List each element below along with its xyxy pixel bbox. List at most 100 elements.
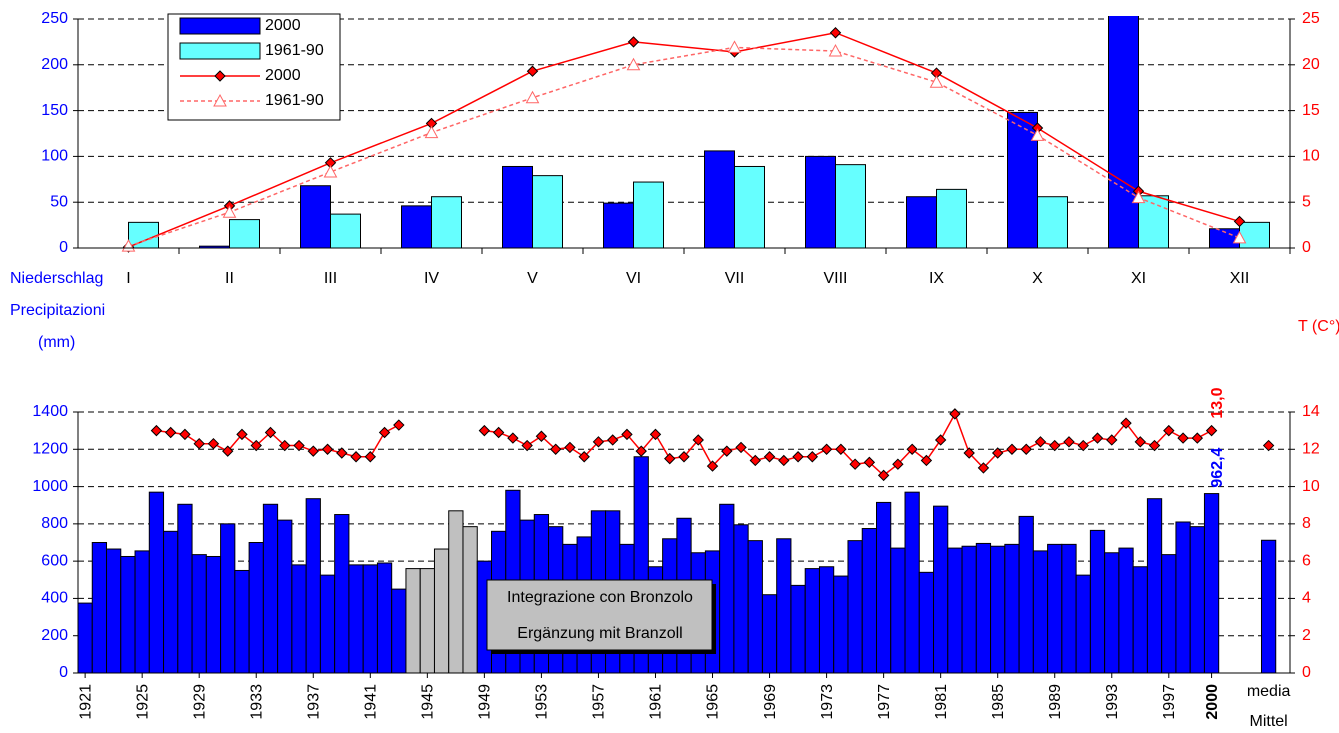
- bar: [220, 523, 236, 674]
- line-marker: [635, 445, 647, 457]
- y2-tick-label: 2: [1302, 627, 1311, 644]
- bar: [334, 514, 350, 674]
- value-label: 962,4: [1209, 447, 1226, 487]
- mean-bar: [1260, 539, 1277, 674]
- line-marker: [678, 451, 690, 463]
- x-tick-label: VII: [725, 270, 745, 287]
- bar: [833, 575, 849, 674]
- line-marker: [279, 439, 291, 452]
- bar: [1189, 526, 1205, 674]
- y-tick-label: 1200: [32, 441, 68, 458]
- line-marker: [1034, 436, 1047, 448]
- bar: [532, 175, 563, 249]
- legend-label: 1961-90: [265, 42, 324, 59]
- line-marker: [164, 426, 177, 439]
- bar: [776, 538, 792, 674]
- line-marker: [892, 458, 904, 470]
- bar: [1018, 515, 1034, 674]
- x-tick-label: 1957: [591, 684, 608, 720]
- x-tick-label: XI: [1131, 270, 1146, 287]
- bar: [1161, 554, 1177, 674]
- x-tick-label: VIII: [823, 270, 847, 287]
- bar: [248, 542, 264, 674]
- bar: [1146, 498, 1163, 674]
- y-tick-label: 1000: [32, 478, 68, 495]
- bar: [790, 584, 806, 674]
- y2-tick-label: 6: [1302, 552, 1311, 569]
- annotation: Integrazione con Bronzolo: [507, 589, 693, 606]
- bar: [502, 165, 533, 249]
- line-marker: [920, 454, 933, 467]
- line-marker: [264, 426, 277, 439]
- line-marker: [323, 164, 338, 178]
- bar: [229, 219, 260, 249]
- y-tick-label: 100: [41, 148, 68, 165]
- line-marker: [621, 428, 633, 441]
- line-marker: [1077, 439, 1089, 452]
- bar: [733, 524, 749, 674]
- bar: [947, 547, 963, 674]
- line-marker: [664, 452, 676, 465]
- line-marker: [863, 456, 876, 469]
- line-marker: [350, 451, 362, 463]
- bar: [91, 542, 108, 674]
- x-tick-label: 1937: [305, 684, 322, 720]
- bar: [291, 564, 307, 674]
- line-marker: [626, 57, 641, 71]
- y-axis-label: Precipitazioni: [10, 302, 105, 319]
- bar: [1239, 221, 1270, 249]
- bar: [1089, 529, 1106, 674]
- line-marker: [934, 434, 947, 446]
- line-marker: [236, 428, 248, 441]
- bar: [961, 545, 977, 674]
- bar: [431, 196, 462, 249]
- bar: [704, 150, 735, 249]
- bar: [205, 555, 222, 674]
- line-marker: [727, 40, 742, 53]
- x-tick-label: 1969: [762, 684, 779, 720]
- y-tick-label: 200: [41, 56, 68, 73]
- bar: [1032, 550, 1049, 674]
- line-marker: [549, 443, 562, 455]
- y-tick-label: 0: [59, 239, 68, 256]
- y2-tick-label: 12: [1302, 441, 1320, 458]
- line-marker: [193, 437, 205, 450]
- y2-tick-label: 0: [1302, 664, 1311, 681]
- y2-tick-label: 15: [1302, 102, 1320, 119]
- bar: [990, 545, 1006, 674]
- bar: [262, 503, 279, 674]
- bar: [1203, 493, 1220, 674]
- line-marker: [1205, 424, 1218, 437]
- line-marker: [1049, 439, 1061, 452]
- y-tick-label: 600: [41, 552, 68, 569]
- bar: [348, 564, 364, 674]
- line-marker: [179, 428, 191, 441]
- bar: [805, 155, 836, 249]
- bar: [401, 205, 432, 249]
- annotation: Ergänzung mit Branzoll: [517, 625, 682, 642]
- bar: [918, 571, 935, 674]
- mean-label: Mittel: [1249, 713, 1287, 730]
- y2-tick-label: 8: [1302, 515, 1311, 532]
- x-tick-label: 1925: [134, 684, 151, 720]
- line-marker: [1233, 215, 1246, 228]
- line-marker: [1063, 436, 1075, 448]
- bar: [376, 562, 393, 674]
- y-axis-label: Niederschlag: [10, 270, 103, 287]
- bar: [319, 574, 336, 674]
- y-tick-label: 400: [41, 590, 68, 607]
- line-marker: [578, 451, 590, 463]
- line-marker: [207, 437, 220, 450]
- line-marker: [792, 451, 804, 463]
- line-marker: [507, 432, 519, 444]
- line-marker: [1091, 432, 1104, 444]
- x-tick-label: 1961: [648, 684, 665, 720]
- bar: [1132, 566, 1148, 674]
- line-marker: [706, 460, 719, 472]
- line-marker: [627, 36, 640, 48]
- x-tick-label: IV: [424, 270, 439, 287]
- legend-swatch: [179, 17, 261, 35]
- x-tick-label: 1977: [876, 684, 893, 720]
- bar: [128, 221, 159, 249]
